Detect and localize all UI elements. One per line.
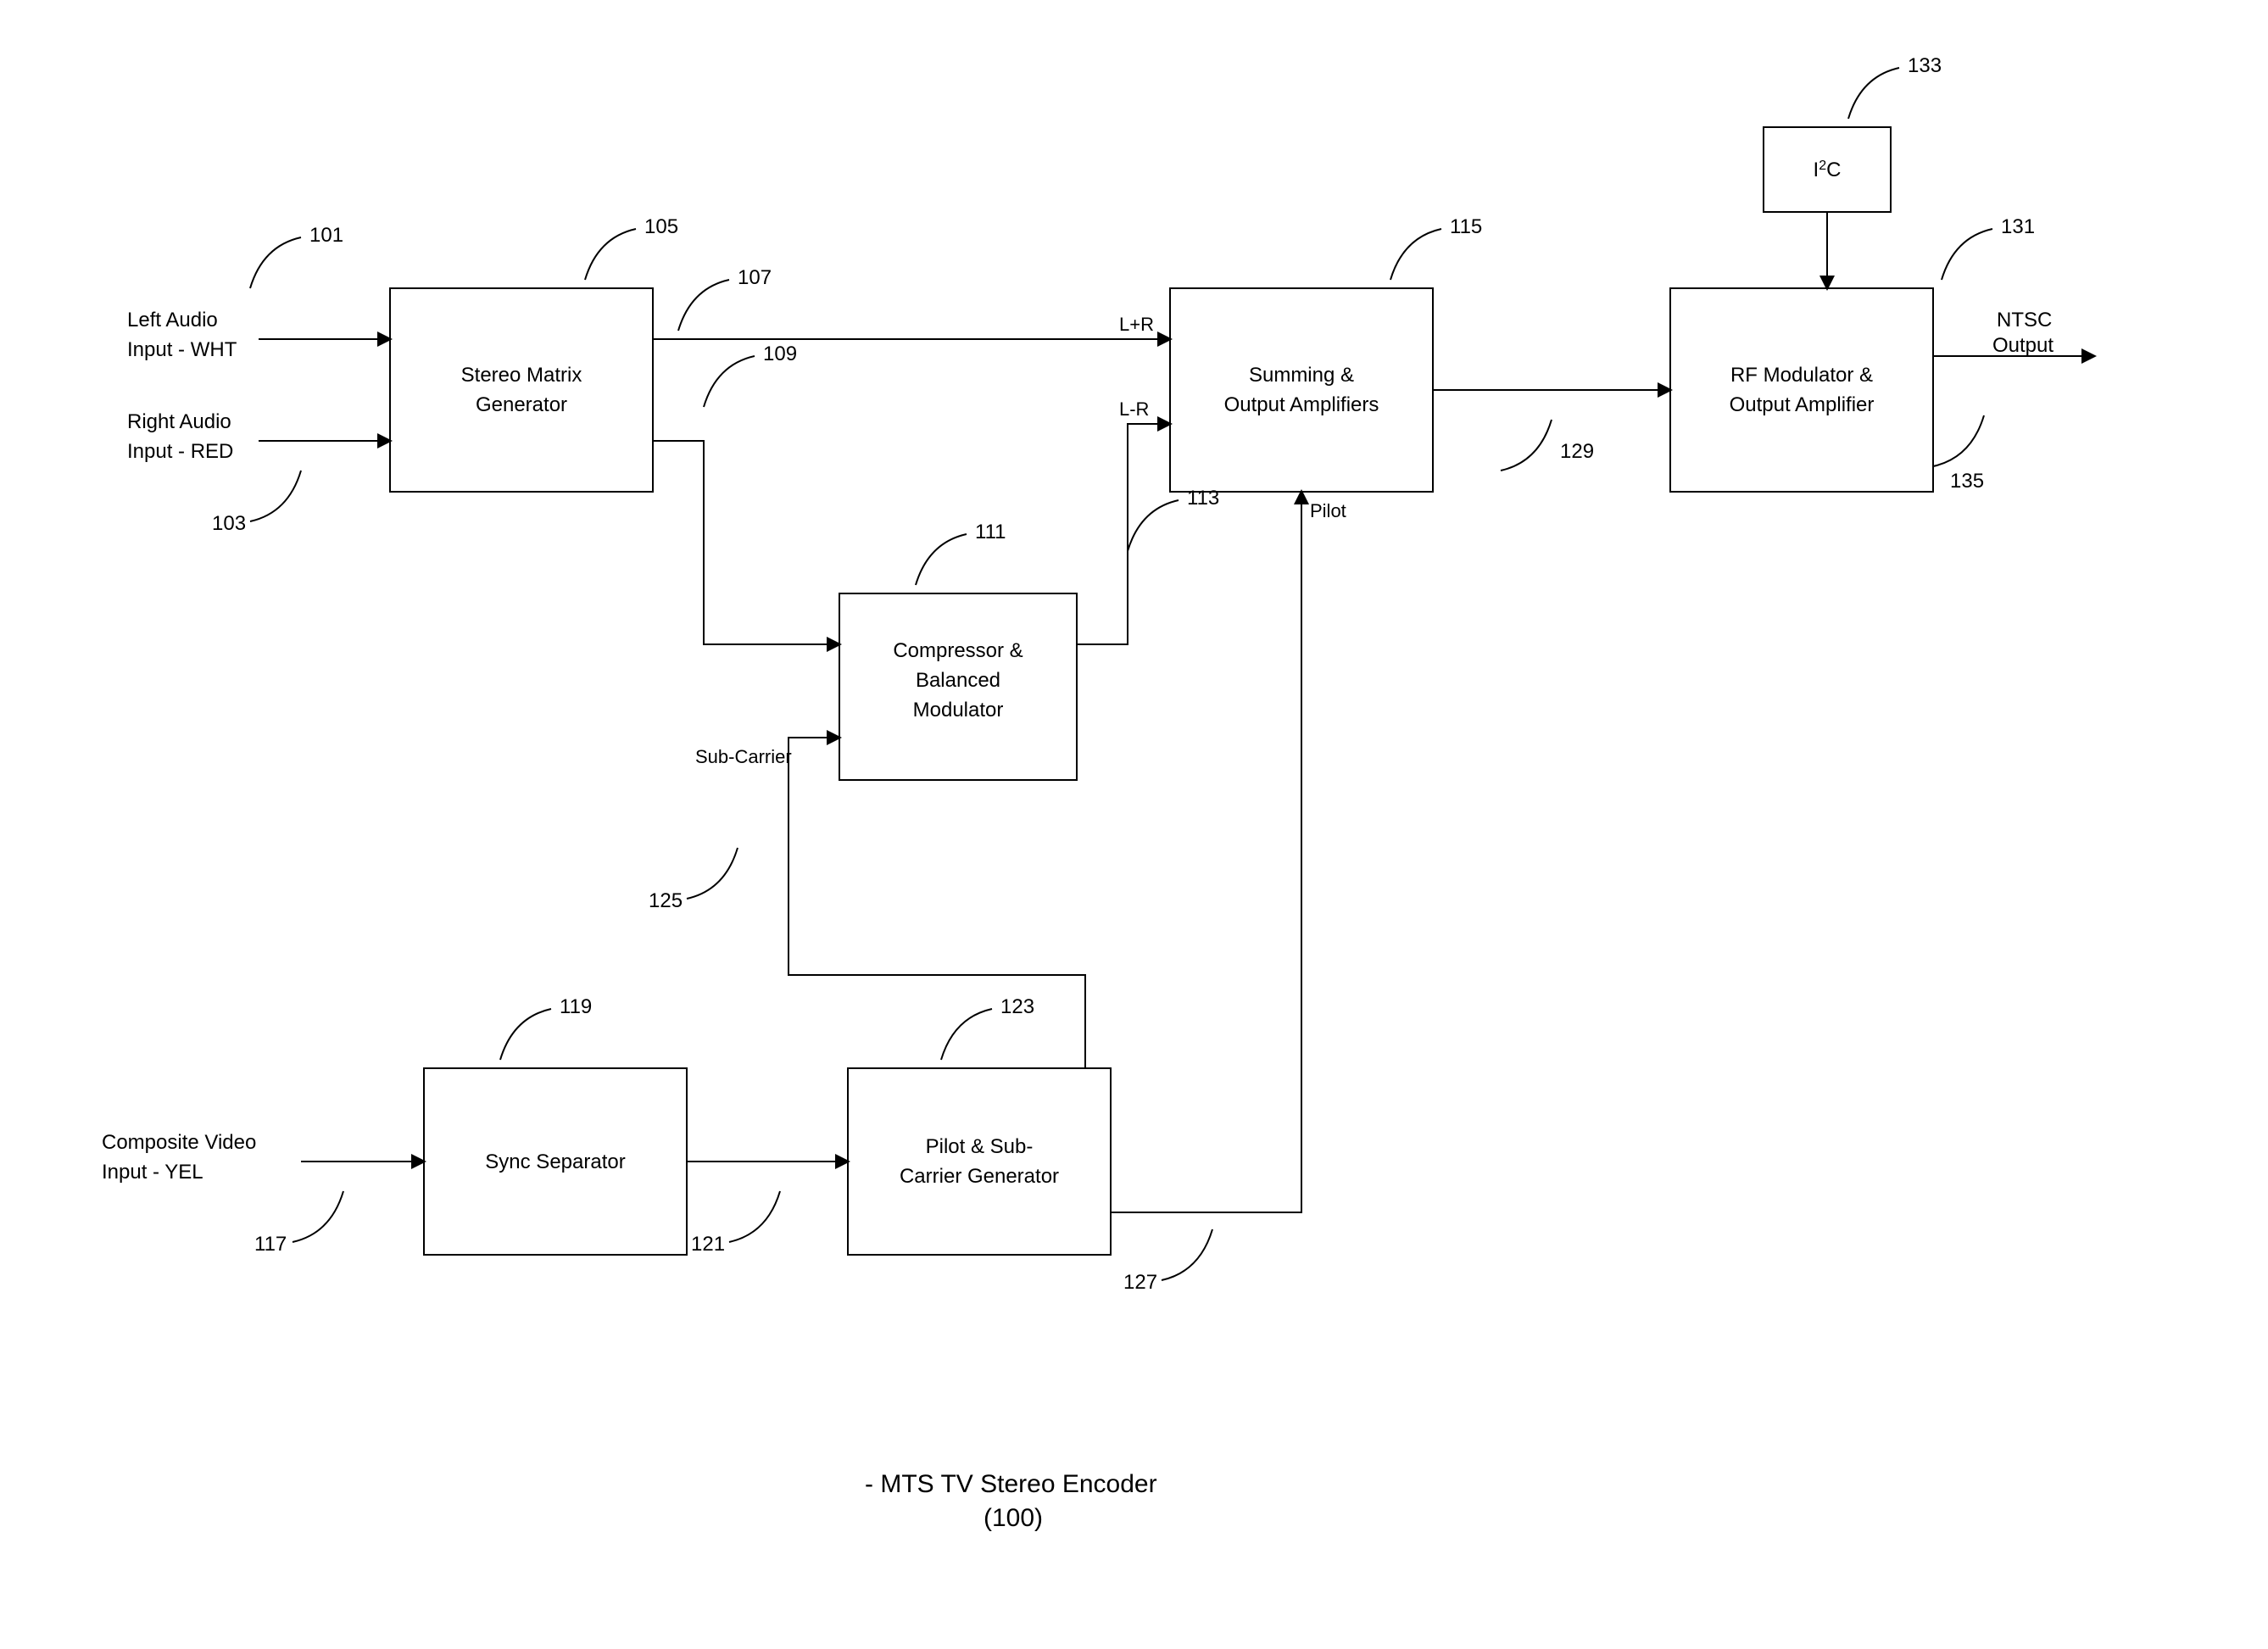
ref-119: 119 — [560, 995, 592, 1018]
label-subcarrier: Sub-Carrier — [695, 746, 792, 767]
ref-125: 125 — [649, 889, 683, 912]
diagram-title-l2: (100) — [984, 1504, 1043, 1532]
input-composite-video: Composite Video Input - YEL 117 — [102, 1131, 424, 1256]
ref-115: 115 — [1450, 215, 1482, 238]
label-stereo-matrix-l1: Stereo Matrix — [461, 364, 582, 387]
label-lmr: L-R — [1119, 398, 1149, 420]
label-compmod-l2: Balanced — [916, 669, 1000, 692]
block-pilot-generator: Pilot & Sub- Carrier Generator 123 — [848, 995, 1111, 1255]
ref-117: 117 — [254, 1233, 287, 1256]
ref-111: 111 — [975, 521, 1006, 543]
ref-107: 107 — [738, 266, 772, 289]
mts-encoder-diagram: Stereo Matrix Generator 105 Compressor &… — [0, 0, 2268, 1649]
wire-pilot: Pilot 127 — [1111, 492, 1346, 1294]
ref-103: 103 — [212, 512, 246, 535]
input-right-audio: Right Audio Input - RED 103 — [127, 410, 390, 535]
block-i2c: I2C 133 — [1764, 54, 1942, 212]
ref-129: 129 — [1560, 440, 1594, 463]
label-stereo-matrix-l2: Generator — [476, 393, 567, 416]
ref-109: 109 — [763, 343, 797, 365]
label-pilotgen-l2: Carrier Generator — [900, 1165, 1059, 1188]
label-pilot: Pilot — [1310, 500, 1346, 521]
label-rfmod-l1: RF Modulator & — [1730, 364, 1873, 387]
block-rf-modulator: RF Modulator & Output Amplifier 131 — [1670, 215, 2035, 492]
label-ntsc-l1: NTSC — [1997, 309, 2052, 331]
output-ntsc: NTSC Output 135 — [1933, 309, 2094, 493]
ref-131: 131 — [2001, 215, 2035, 238]
label-right-audio-l2: Input - RED — [127, 440, 233, 463]
ref-135: 135 — [1950, 470, 1984, 493]
label-summing-l2: Output Amplifiers — [1224, 393, 1379, 416]
label-pilotgen-l1: Pilot & Sub- — [926, 1135, 1034, 1158]
label-rfmod-l2: Output Amplifier — [1730, 393, 1875, 416]
label-compvideo-l2: Input - YEL — [102, 1161, 203, 1184]
block-summing-amplifiers: Summing & Output Amplifiers 115 — [1170, 215, 1482, 492]
label-left-audio-l2: Input - WHT — [127, 338, 237, 361]
input-left-audio: Left Audio Input - WHT 101 — [127, 224, 390, 361]
wire-lpr: L+R 107 — [653, 266, 1170, 339]
ref-127: 127 — [1123, 1271, 1157, 1294]
diagram-title-l1: - MTS TV Stereo Encoder — [865, 1470, 1157, 1498]
ref-121: 121 — [691, 1233, 725, 1256]
label-syncsep-l1: Sync Separator — [485, 1150, 625, 1173]
label-ntsc-l2: Output — [1992, 334, 2053, 357]
ref-123: 123 — [1000, 995, 1034, 1018]
wire-subcarrier: Sub-Carrier 125 — [649, 738, 1085, 1068]
wire-sum-to-rf: 129 — [1433, 390, 1670, 471]
label-compmod-l3: Modulator — [913, 699, 1004, 721]
label-compvideo-l1: Composite Video — [102, 1131, 256, 1154]
label-i2c: I2C — [1814, 159, 1842, 181]
block-compressor-modulator: Compressor & Balanced Modulator 111 — [839, 521, 1077, 780]
label-right-audio-l1: Right Audio — [127, 410, 231, 433]
ref-113: 113 — [1187, 487, 1219, 510]
ref-105: 105 — [644, 215, 678, 238]
label-left-audio-l1: Left Audio — [127, 309, 218, 331]
ref-133: 133 — [1908, 54, 1942, 77]
wire-sync-to-pilot: 121 — [687, 1162, 848, 1256]
label-summing-l1: Summing & — [1249, 364, 1354, 387]
block-sync-separator: Sync Separator 119 — [424, 995, 687, 1255]
block-stereo-matrix: Stereo Matrix Generator 105 — [390, 215, 678, 492]
label-compmod-l1: Compressor & — [893, 639, 1023, 662]
wire-lmr-in: 109 — [653, 343, 839, 644]
label-lpr: L+R — [1119, 314, 1154, 335]
ref-101: 101 — [309, 224, 343, 247]
